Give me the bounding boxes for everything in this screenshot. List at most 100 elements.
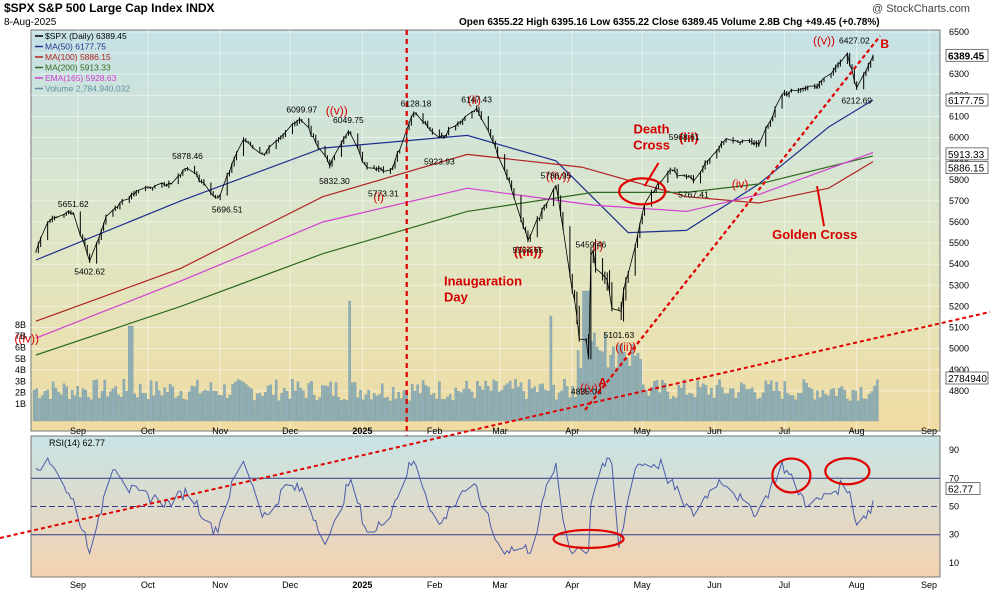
volume-bar bbox=[538, 384, 542, 422]
value-box bbox=[945, 161, 989, 174]
volume-bar bbox=[95, 379, 98, 422]
volume-bar bbox=[565, 386, 569, 422]
volume-bar bbox=[644, 390, 648, 422]
price-label: 5773.31 bbox=[368, 188, 399, 198]
volume-bar bbox=[231, 383, 234, 422]
volume-tick-label: 5B bbox=[15, 354, 26, 364]
volume-bar bbox=[443, 399, 447, 422]
volume-bar bbox=[636, 352, 640, 422]
price-label: 5968.61 bbox=[669, 132, 700, 142]
annotation-line: ((iv)) bbox=[546, 169, 571, 183]
volume-bar bbox=[51, 381, 55, 422]
volume-bar bbox=[848, 400, 852, 422]
volume-bar bbox=[402, 390, 406, 422]
volume-bar bbox=[582, 290, 585, 422]
volume-bar bbox=[699, 387, 702, 422]
trendlines bbox=[0, 35, 990, 539]
volume-bar bbox=[272, 394, 275, 422]
volume-bar bbox=[332, 395, 335, 422]
volume-bar bbox=[468, 389, 471, 422]
volume-bar bbox=[506, 383, 509, 422]
price-label: 5786.95 bbox=[541, 171, 572, 181]
price-tick-label: 5800 bbox=[949, 175, 969, 185]
rsi-value-label: 62.77 bbox=[948, 484, 973, 495]
volume-bar bbox=[429, 394, 433, 422]
volume-bar bbox=[73, 395, 77, 422]
rsi-value-box bbox=[945, 482, 981, 495]
volume-bar bbox=[609, 355, 612, 422]
annotation-line: (iii) bbox=[679, 130, 699, 145]
volume-bar bbox=[457, 391, 460, 422]
volume-bar bbox=[182, 398, 185, 422]
ma-line-ma100 bbox=[35, 153, 874, 322]
value-box-label: 5886.15 bbox=[948, 164, 985, 175]
volume-bar bbox=[761, 392, 765, 422]
volume-bar bbox=[642, 384, 645, 422]
wave-annotation: ((v)) bbox=[580, 381, 602, 395]
volume-bar bbox=[304, 398, 308, 422]
volume-bar bbox=[710, 387, 713, 422]
wave-annotation: ((ii)) bbox=[615, 340, 636, 354]
volume-bar bbox=[313, 395, 316, 422]
rsi-tick-label: 50 bbox=[949, 502, 959, 512]
volume-bar bbox=[769, 380, 773, 422]
volume-bar bbox=[128, 325, 131, 422]
steep-trendline bbox=[584, 35, 881, 411]
volume-bar bbox=[280, 392, 283, 422]
volume-bar bbox=[217, 395, 221, 422]
volume-bar bbox=[345, 400, 349, 422]
volume-bar bbox=[677, 384, 680, 422]
volume-bar bbox=[604, 333, 607, 422]
volume-bar bbox=[536, 392, 539, 422]
annotation-line: Inaugaration bbox=[444, 273, 522, 288]
volume-bar bbox=[748, 389, 751, 422]
annotation-line: ((iv)) bbox=[14, 331, 39, 345]
volume-bar bbox=[372, 393, 376, 422]
volume-bar bbox=[492, 379, 496, 422]
volume-bar bbox=[318, 397, 321, 422]
volume-bar bbox=[750, 387, 754, 422]
value-box bbox=[945, 93, 989, 107]
price-tick-label: 6300 bbox=[949, 69, 969, 79]
volume-bar bbox=[149, 380, 153, 422]
price-label: 5402.62 bbox=[74, 267, 105, 277]
volume-bar bbox=[718, 379, 721, 422]
volume-bar bbox=[859, 387, 863, 422]
volume-bar bbox=[734, 398, 738, 422]
chart-date: 8-Aug-2025 bbox=[4, 17, 57, 28]
volume-bar bbox=[130, 325, 134, 422]
volume-bar bbox=[302, 390, 305, 422]
volume-bar bbox=[334, 382, 338, 422]
price-label: 6128.18 bbox=[401, 98, 432, 108]
annotation-line: (iv) bbox=[732, 177, 749, 191]
volume-bar bbox=[514, 379, 517, 422]
volume-bar bbox=[89, 399, 93, 422]
volume-bar bbox=[508, 380, 512, 422]
volume-bar bbox=[487, 385, 490, 422]
price-label: 5923.93 bbox=[424, 157, 455, 167]
volume-bar bbox=[813, 399, 816, 422]
volume-bar bbox=[606, 367, 610, 422]
volume-bar bbox=[193, 386, 196, 422]
volume-bar bbox=[620, 343, 623, 422]
volume-bar bbox=[35, 388, 39, 422]
volume-bar bbox=[70, 389, 74, 422]
watermark: @ StockCharts.com bbox=[872, 3, 970, 15]
month-label-rsi: Sep bbox=[921, 580, 937, 590]
price-tick-label: 5500 bbox=[949, 238, 969, 248]
volume-bar bbox=[625, 358, 629, 422]
volume-bar bbox=[500, 389, 504, 422]
date-axis: Sep Sep Oct Oct Nov Nov Dec Dec 2025 2025 Feb Feb Ma… bbox=[70, 426, 937, 590]
volume-bar bbox=[647, 395, 651, 422]
volume-bar bbox=[653, 381, 656, 422]
volume-bar bbox=[527, 379, 531, 422]
death-cross-circle bbox=[618, 177, 667, 206]
annotation-line: Cross bbox=[633, 137, 670, 152]
volume-bar bbox=[147, 399, 150, 422]
volume-bar bbox=[481, 389, 485, 422]
volume-bar bbox=[247, 386, 251, 422]
volume-bar bbox=[166, 392, 169, 422]
price-label: 6427.02 bbox=[839, 35, 870, 45]
volume-bar bbox=[876, 379, 879, 422]
volume-bar bbox=[557, 392, 561, 422]
